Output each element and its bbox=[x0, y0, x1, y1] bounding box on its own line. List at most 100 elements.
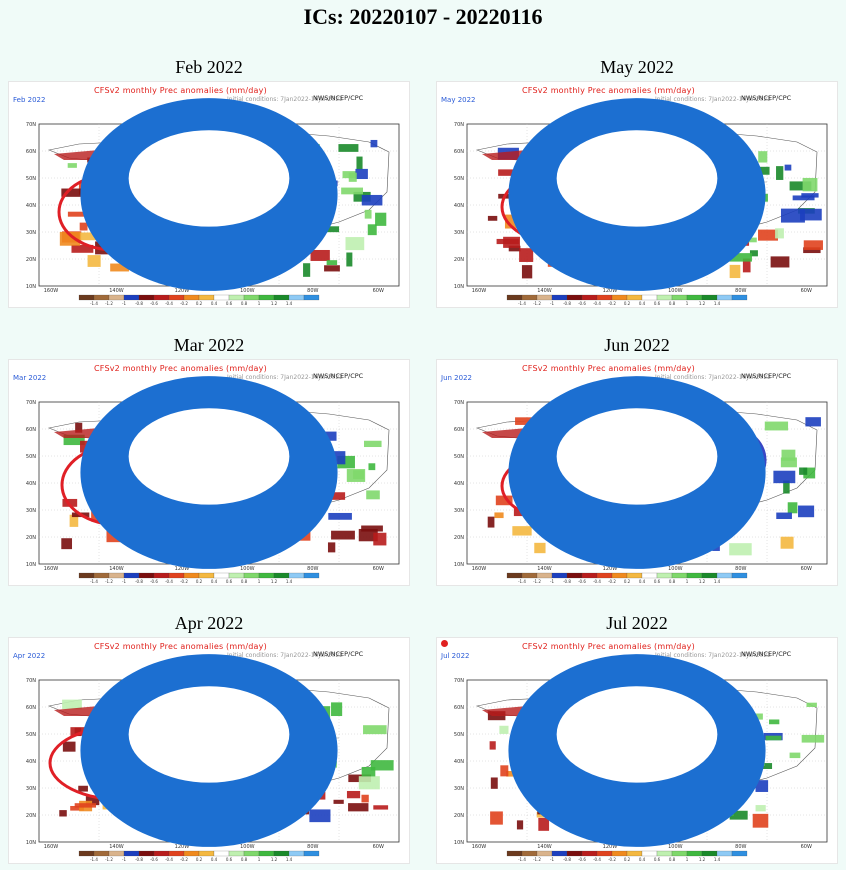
lat-label: 30N bbox=[26, 508, 36, 514]
anomaly-cell bbox=[62, 498, 78, 507]
colorbar-tick: -0.6 bbox=[150, 579, 158, 584]
map-org: NWS/NCEP/CPC bbox=[741, 372, 792, 380]
colorbar-tick: 1.4 bbox=[714, 301, 721, 306]
lat-label: 30N bbox=[26, 230, 36, 236]
lat-label: 70N bbox=[26, 678, 36, 684]
anomaly-cell bbox=[324, 265, 340, 272]
colorbar-tick: 1.4 bbox=[286, 579, 293, 584]
anomaly-cell bbox=[358, 528, 378, 542]
colorbar-tick: -1 bbox=[122, 301, 126, 306]
map-title: CFSv2 monthly Prec anomalies (mm/day) bbox=[522, 364, 695, 373]
lon-label: 100W bbox=[668, 566, 683, 572]
anomaly-cell bbox=[78, 232, 99, 241]
map-title: CFSv2 monthly Prec anomalies (mm/day) bbox=[522, 642, 695, 651]
colorbar-tick: -1.2 bbox=[105, 301, 113, 306]
colorbar-tick: -0.8 bbox=[135, 579, 143, 584]
colorbar-tick: -1.2 bbox=[105, 857, 113, 862]
precip-anomaly-map: 70N 60N 50N 40N 30N 20N 10N 160W 140W 120W 100W 80W… bbox=[436, 637, 838, 864]
anomaly-cell bbox=[758, 151, 768, 163]
anomaly-cell bbox=[364, 209, 372, 219]
precip-anomaly-map: 70N 60N 50N 40N 30N 20N 10N 160W 140W 120W 100W 80W… bbox=[436, 359, 838, 586]
anomaly-cell bbox=[787, 502, 798, 514]
lon-label: 80W bbox=[735, 566, 746, 572]
anomaly-cell bbox=[755, 780, 769, 792]
colorbar-tick: 0.2 bbox=[196, 579, 203, 584]
map-month-tag: Jul 2022 bbox=[441, 652, 470, 660]
anomaly-cell bbox=[503, 236, 520, 248]
colorbar-tick: -1.4 bbox=[518, 579, 526, 584]
colorbar-tick: 0.8 bbox=[241, 857, 248, 862]
lat-label: 10N bbox=[454, 284, 464, 290]
colorbar-tick: -0.6 bbox=[150, 301, 158, 306]
lat-label: 10N bbox=[26, 562, 36, 568]
lat-label: 70N bbox=[454, 400, 464, 406]
colorbar-tick: 1.2 bbox=[271, 579, 278, 584]
colorbar-tick: 0.4 bbox=[211, 857, 218, 862]
colorbar-tick: 0.4 bbox=[211, 579, 218, 584]
anomaly-cell bbox=[67, 163, 77, 168]
noaa-logo-icon bbox=[80, 98, 338, 291]
colorbar-tick: 1 bbox=[686, 579, 689, 584]
panel-label: Jun 2022 bbox=[604, 335, 670, 355]
colorbar-tick: 0.8 bbox=[669, 301, 676, 306]
anomaly-cell bbox=[370, 139, 378, 148]
lat-label: 20N bbox=[454, 257, 464, 263]
anomaly-cell bbox=[500, 765, 509, 777]
lat-label: 70N bbox=[454, 122, 464, 128]
anomaly-cell bbox=[375, 212, 387, 226]
colorbar-tick: -1 bbox=[122, 857, 126, 862]
anomaly-cell bbox=[62, 741, 76, 752]
colorbar-tick: 0.2 bbox=[624, 857, 631, 862]
lat-label: 10N bbox=[26, 840, 36, 846]
lat-label: 60N bbox=[26, 149, 36, 155]
lon-label: 140W bbox=[109, 288, 124, 294]
colorbar-tick: 0.2 bbox=[624, 579, 631, 584]
anomaly-cell bbox=[487, 215, 498, 221]
anomaly-cell bbox=[780, 457, 797, 468]
anomaly-cell bbox=[728, 253, 752, 262]
anomaly-cell bbox=[87, 255, 101, 267]
anomaly-cell bbox=[515, 417, 537, 425]
lat-label: 40N bbox=[454, 481, 464, 487]
noaa-logo-icon bbox=[508, 98, 766, 291]
colorbar-tick: -0.2 bbox=[608, 579, 616, 584]
lon-label: 140W bbox=[109, 844, 124, 850]
lat-label: 50N bbox=[454, 176, 464, 182]
anomaly-cell bbox=[327, 542, 336, 553]
map-ic-note: Initial conditions: 7Jan2022-16Jan2022 bbox=[227, 374, 343, 381]
colorbar-tick: -0.4 bbox=[593, 579, 601, 584]
map-title: CFSv2 monthly Prec anomalies (mm/day) bbox=[94, 86, 267, 95]
lon-label: 160W bbox=[472, 844, 487, 850]
anomaly-cell bbox=[59, 231, 81, 246]
colorbar-tick: 1 bbox=[258, 579, 261, 584]
colorbar-tick: 0.2 bbox=[624, 301, 631, 306]
map-panel: May 2022 70N 60N 50N 40N 30N 20N 10N 160W 140W 120… bbox=[432, 56, 842, 308]
map-ic-note: Initial conditions: 7Jan2022-16Jan2022 bbox=[655, 374, 771, 381]
colorbar-swatch bbox=[731, 850, 748, 857]
colorbar-tick: -0.4 bbox=[593, 857, 601, 862]
anomaly-cell bbox=[729, 810, 748, 820]
lon-label: 160W bbox=[44, 566, 59, 572]
colorbar-tick: -1 bbox=[550, 301, 554, 306]
anomaly-cell bbox=[328, 512, 352, 520]
colorbar-tick: -0.2 bbox=[608, 857, 616, 862]
colorbar-tick: -1.2 bbox=[533, 857, 541, 862]
anomaly-cell bbox=[755, 805, 766, 812]
lon-label: 140W bbox=[537, 566, 552, 572]
anomaly-cell bbox=[363, 440, 382, 448]
precip-anomaly-map: 70N 60N 50N 40N 30N 20N 10N 160W 140W 120W 100W 80W… bbox=[8, 359, 410, 586]
map-ic-note: Initial conditions: 7Jan2022-16Jan2022 bbox=[655, 652, 771, 659]
lon-label: 140W bbox=[537, 288, 552, 294]
anomaly-cell bbox=[489, 741, 496, 750]
colorbar-swatch bbox=[731, 572, 748, 579]
lon-label: 160W bbox=[472, 566, 487, 572]
anomaly-cell bbox=[79, 222, 88, 231]
lon-label: 60W bbox=[373, 844, 384, 850]
map-panel: Jul 2022 70N 60N 50N 40N 30N 20N 10N 160W 140W 120… bbox=[432, 612, 842, 864]
anomaly-cell bbox=[361, 766, 376, 777]
lat-label: 10N bbox=[26, 284, 36, 290]
anomaly-cell bbox=[806, 702, 817, 707]
anomaly-cell bbox=[781, 449, 796, 461]
colorbar-tick: -0.4 bbox=[165, 857, 173, 862]
anomaly-cell bbox=[358, 776, 380, 790]
